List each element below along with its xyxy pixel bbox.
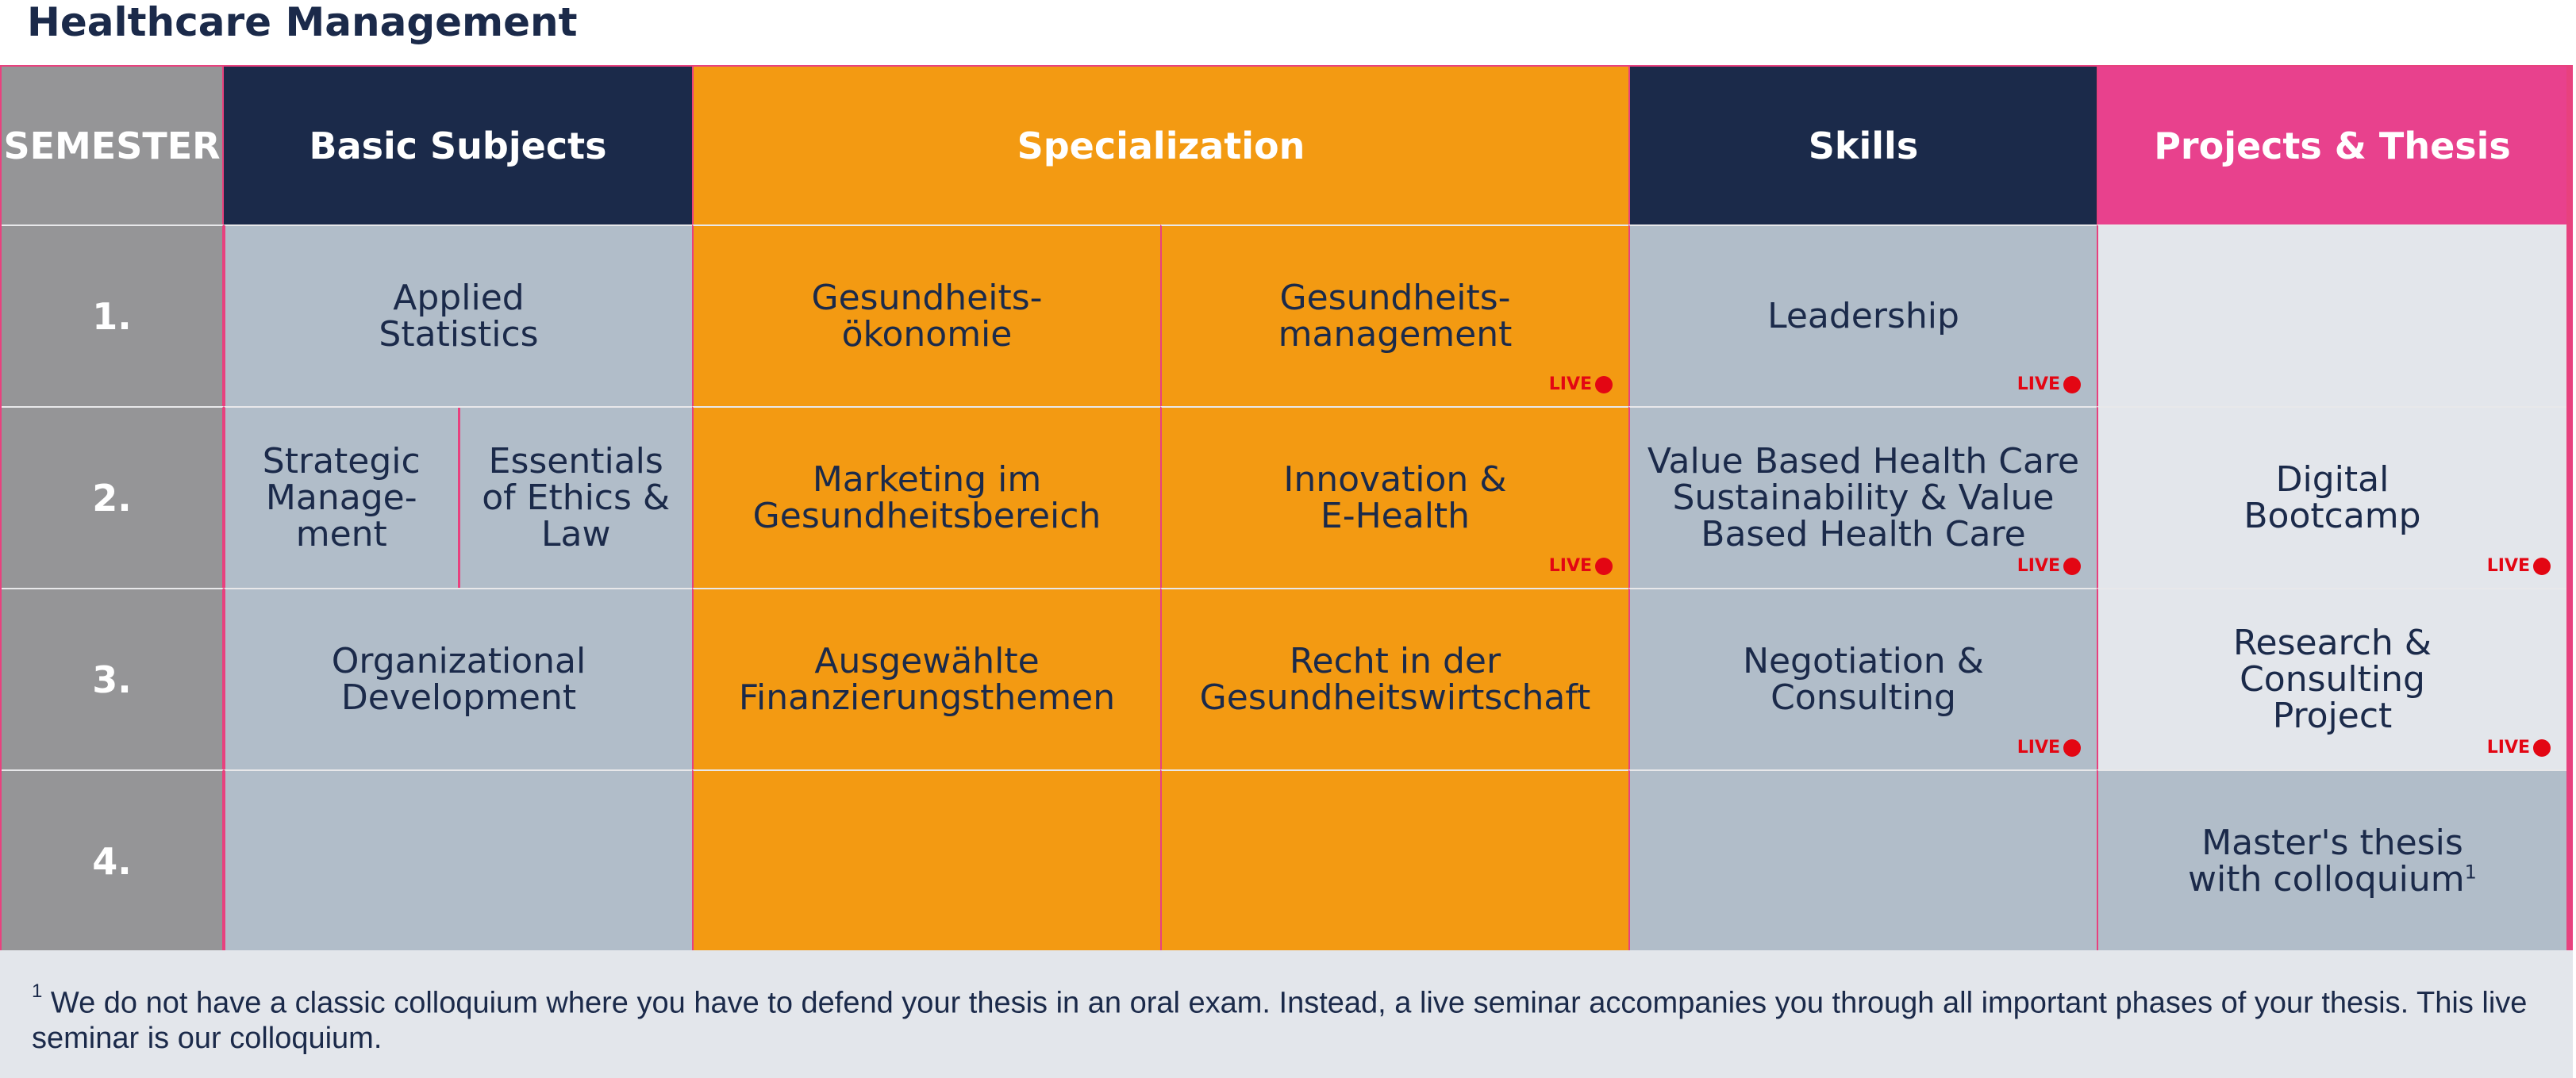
spec-empty-4a — [692, 769, 1160, 952]
live-dot-icon — [2533, 739, 2551, 757]
course-value-based-health-care: Value Based Health Care Sustainability &… — [1647, 440, 2080, 554]
course-gesundheitsmanagement-cell: Gesundheits- management LIVE — [1160, 224, 1628, 406]
live-dot-icon — [2533, 558, 2551, 575]
course-gesundheitsoekonomie: Gesundheits- ökonomie — [692, 224, 1160, 406]
live-badge: LIVE — [2017, 558, 2081, 575]
course-digital-bootcamp-cell: Digital Bootcamp LIVE — [2097, 406, 2566, 588]
live-badge: LIVE — [2487, 739, 2551, 757]
header-semester: SEMESTER — [2, 67, 224, 224]
course-applied-statistics: Applied Statistics — [224, 224, 692, 406]
live-badge: LIVE — [2017, 376, 2081, 393]
live-dot-icon — [2063, 376, 2081, 393]
live-label: LIVE — [1548, 556, 1592, 576]
semester-3: 3. — [2, 588, 224, 769]
basic-split-cell: Strategic Manage- ment Essentials of Eth… — [224, 406, 692, 588]
semester-4: 4. — [2, 769, 224, 952]
masters-thesis-line1: Master's thesis — [2201, 823, 2463, 863]
live-badge: LIVE — [2017, 739, 2081, 757]
course-innovation-ehealth: Innovation & E-Health — [1283, 458, 1507, 536]
course-gesundheitsmanagement: Gesundheits- management — [1278, 277, 1513, 355]
course-negotiation-consulting: Negotiation & Consulting — [1743, 640, 1984, 718]
course-research-consulting-project: Research & Consulting Project — [2232, 622, 2432, 736]
live-badge: LIVE — [2487, 558, 2551, 575]
live-badge: LIVE — [1549, 558, 1613, 575]
course-value-based-cell: Value Based Health Care Sustainability &… — [1628, 406, 2097, 588]
course-strategic-management: Strategic Manage- ment — [262, 440, 421, 554]
footnote-text: We do not have a classic colloquium wher… — [32, 986, 2528, 1055]
course-negotiation-cell: Negotiation & Consulting LIVE — [1628, 588, 2097, 769]
course-digital-bootcamp: Digital Bootcamp — [2243, 458, 2421, 536]
footnote-ref: 1 — [2464, 861, 2477, 884]
live-dot-icon — [2063, 558, 2081, 575]
course-leadership: Leadership — [1767, 295, 1959, 336]
course-innovation-cell: Innovation & E-Health LIVE — [1160, 406, 1628, 588]
footnote-marker: 1 — [32, 980, 43, 1002]
header-projects-thesis: Projects & Thesis — [2097, 67, 2566, 224]
projects-empty-1 — [2097, 224, 2566, 406]
header-specialization: Specialization — [692, 67, 1628, 224]
skills-empty-4 — [1628, 769, 2097, 952]
footnote: 1 We do not have a classic colloquium wh… — [0, 950, 2573, 1078]
page-title: Healthcare Management — [27, 0, 578, 45]
course-organizational-development: Organizational Development — [224, 588, 692, 769]
live-label: LIVE — [2017, 738, 2060, 758]
live-badge: LIVE — [1549, 376, 1613, 393]
course-finanzierungsthemen: Ausgewählte Finanzierungsthemen — [692, 588, 1160, 769]
live-dot-icon — [2063, 739, 2081, 757]
live-label: LIVE — [2486, 556, 2530, 576]
live-dot-icon — [1595, 558, 1613, 575]
live-dot-icon — [1595, 376, 1613, 393]
header-skills: Skills — [1628, 67, 2097, 224]
curriculum-table: SEMESTER Basic Subjects Specialization S… — [0, 65, 2573, 952]
course-masters-thesis: Master's thesis with colloquium1 — [2097, 769, 2566, 952]
course-essentials-ethics-law: Essentials of Ethics & Law — [457, 408, 693, 588]
live-label: LIVE — [1548, 374, 1592, 394]
basic-empty-4 — [224, 769, 692, 952]
spec-empty-4b — [1160, 769, 1628, 952]
course-recht: Recht in der Gesundheitswirtschaft — [1160, 588, 1628, 769]
masters-thesis-line2: with colloquium — [2188, 859, 2465, 900]
live-label: LIVE — [2017, 374, 2060, 394]
header-basic-subjects: Basic Subjects — [224, 67, 692, 224]
course-marketing: Marketing im Gesundheitsbereich — [692, 406, 1160, 588]
live-label: LIVE — [2486, 738, 2530, 758]
live-label: LIVE — [2017, 556, 2060, 576]
semester-1: 1. — [2, 224, 224, 406]
course-research-consulting-cell: Research & Consulting Project LIVE — [2097, 588, 2566, 769]
course-leadership-cell: Leadership LIVE — [1628, 224, 2097, 406]
semester-2: 2. — [2, 406, 224, 588]
